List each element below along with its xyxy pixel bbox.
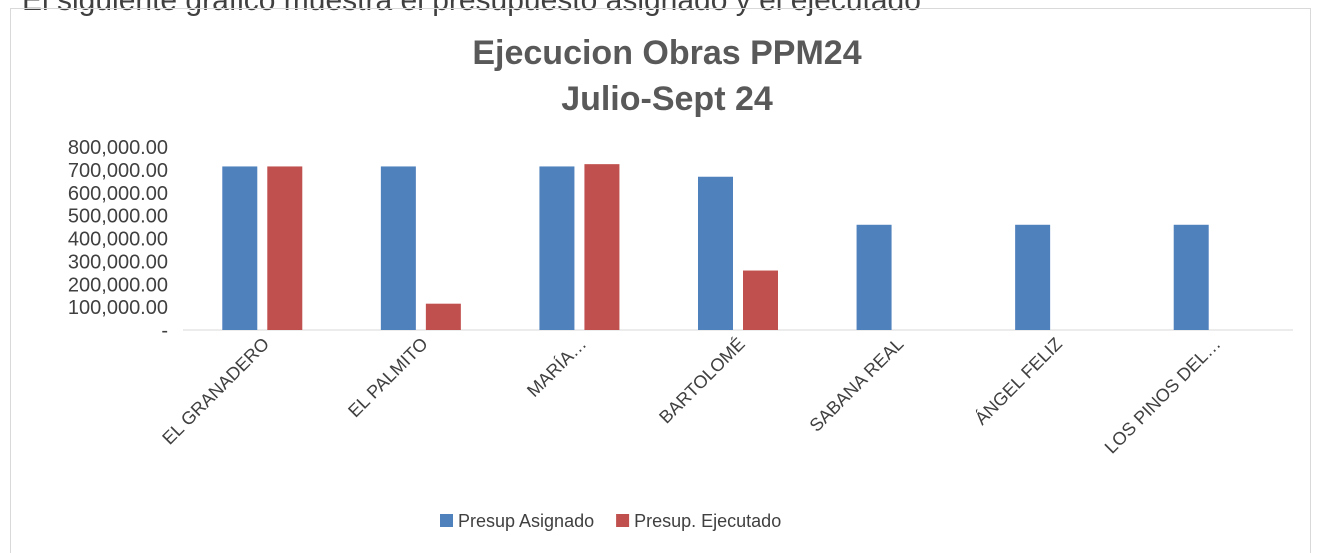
x-tick-label: ÁNGEL FELIZ: [971, 334, 1066, 429]
y-tick-label: 400,000.00: [68, 229, 168, 251]
legend-swatch: [616, 514, 630, 527]
chart-subtitle: Julio-Sept 24: [561, 80, 773, 118]
bar: [1015, 224, 1051, 330]
legend-swatch: [440, 514, 453, 527]
bar: [1173, 224, 1209, 330]
legend-label: Presup. Ejecutado: [634, 511, 781, 531]
bar: [584, 164, 620, 330]
y-tick-label: 200,000.00: [68, 274, 168, 296]
x-tick-label: LOS PINOS DEL…: [1101, 334, 1225, 458]
x-tick-label: EL PALMITO: [344, 334, 431, 421]
x-tick-label: SABANA REAL: [806, 334, 908, 436]
y-tick-label: 600,000.00: [68, 183, 168, 205]
y-tick-label: 500,000.00: [68, 206, 168, 228]
chart-title: Ejecucion Obras PPM24: [472, 34, 861, 72]
bar: [425, 303, 461, 330]
y-tick-label: 800,000.00: [68, 137, 168, 159]
y-tick-label: 700,000.00: [68, 160, 168, 182]
bar: [267, 166, 303, 330]
bar: [380, 166, 416, 330]
y-tick-label: -: [161, 320, 168, 342]
bar: [856, 224, 892, 330]
x-tick-label: BARTOLOMÉ: [655, 334, 749, 428]
bar: [698, 176, 733, 330]
bar: [539, 166, 575, 330]
y-tick-label: 300,000.00: [68, 251, 168, 273]
bar: [743, 270, 778, 330]
x-tick-label: EL GRANADERO: [158, 334, 273, 449]
y-tick-label: 100,000.00: [68, 297, 168, 319]
x-tick-label: MARÍA…: [523, 334, 590, 401]
chart-frame: [10, 8, 1311, 553]
legend-label: Presup Asignado: [458, 511, 594, 531]
bar: [222, 166, 258, 330]
